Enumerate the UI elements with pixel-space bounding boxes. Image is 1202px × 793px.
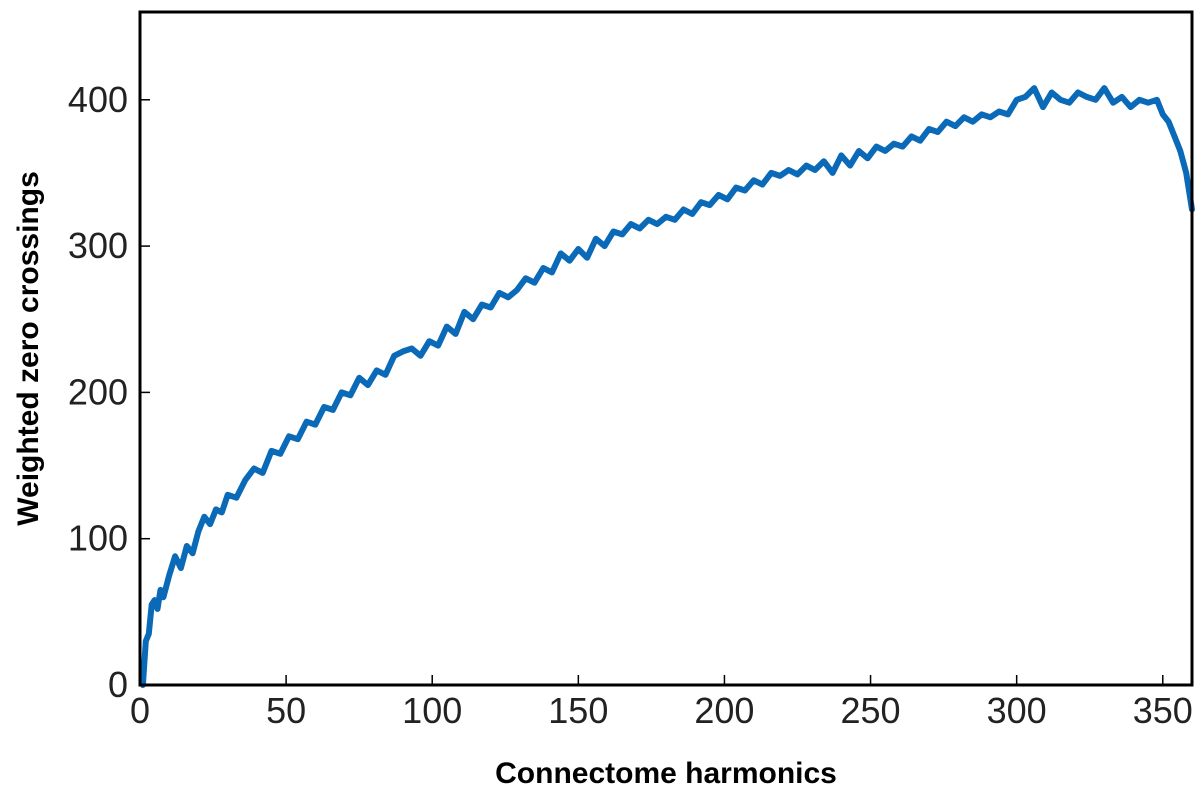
y-tick-label: 0 [108,664,128,705]
y-tick-label: 100 [68,518,128,559]
y-tick-label: 200 [68,371,128,412]
x-tick-label: 50 [266,690,306,731]
y-axis-title: Weighted zero crossings [12,171,45,526]
x-tick-label: 250 [841,690,901,731]
plot-frame [138,10,1194,687]
ticks-layer: 0 50 100 150 200 250 300 350 0 100 200 300 400 [68,79,1193,731]
x-tick-label: 150 [548,690,608,731]
x-tick-label: 0 [130,690,150,731]
y-tick-label: 400 [68,79,128,120]
x-tick-label: 100 [402,690,462,731]
x-tick-label: 300 [987,690,1047,731]
y-tick-label: 300 [68,225,128,266]
series-line [139,85,1195,688]
x-tick-label: 350 [1133,690,1193,731]
x-tick-label: 200 [694,690,754,731]
x-axis-title: Connectome harmonics [495,757,837,790]
